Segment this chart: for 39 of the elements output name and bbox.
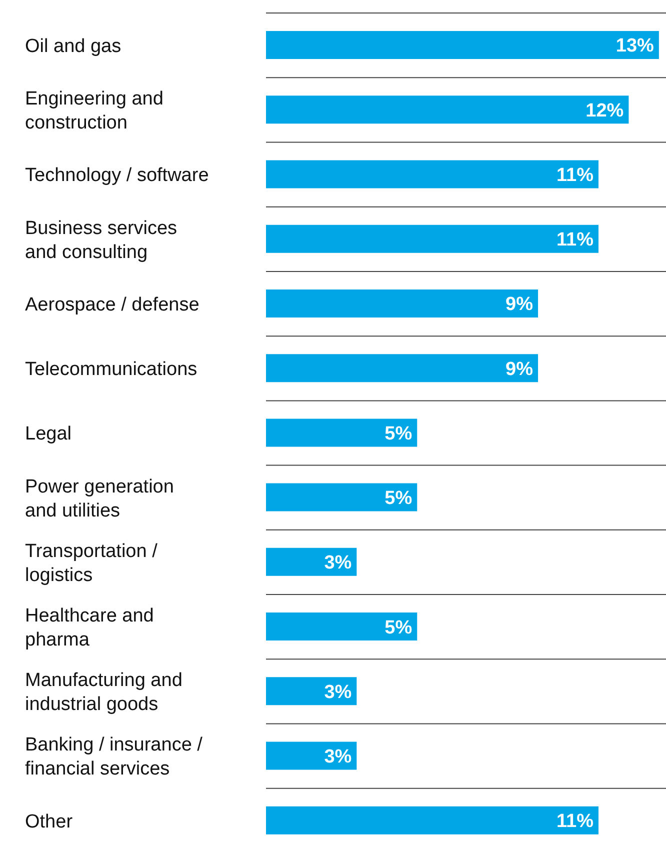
bar: [266, 742, 357, 770]
bar: [266, 483, 418, 512]
y-tick-label: Legal: [25, 424, 72, 445]
y-tick-label: Engineering and construction: [25, 88, 164, 134]
data-label: 5%: [384, 423, 412, 444]
y-tick-label: Power generation and utilities: [25, 476, 174, 522]
y-tick-label: Transportation / logistics: [25, 540, 158, 586]
bar: [266, 548, 357, 576]
data-label: 9%: [506, 294, 534, 316]
data-label: 9%: [506, 358, 534, 380]
bar: [266, 612, 418, 641]
bar: [266, 418, 418, 447]
bar: [266, 354, 538, 382]
data-label: 11%: [556, 811, 594, 832]
data-label: 5%: [384, 488, 412, 510]
y-tick-label: Banking / insurance / financial services: [25, 734, 204, 780]
bar: [266, 289, 538, 318]
y-tick-label: Healthcare and pharma: [25, 605, 154, 650]
bar: [266, 160, 598, 188]
bar: [266, 677, 357, 706]
y-tick-label: Business services and consulting: [25, 218, 178, 263]
bar: [266, 96, 629, 124]
y-tick-label: Telecommunications: [25, 359, 198, 380]
data-label: 3%: [324, 682, 352, 703]
y-tick-label: Other: [25, 811, 74, 832]
data-label: 12%: [586, 100, 624, 122]
bar: [266, 224, 598, 253]
data-label: 3%: [324, 746, 352, 768]
y-tick-label: Technology / software: [25, 165, 209, 186]
data-label: 13%: [616, 36, 654, 57]
bar: [266, 806, 598, 834]
data-label: 11%: [556, 164, 594, 186]
y-tick-label: Manufacturing and industrial goods: [25, 670, 182, 716]
data-label: 3%: [324, 552, 352, 574]
data-label: 5%: [384, 617, 412, 638]
y-tick-label: Oil and gas: [25, 36, 122, 57]
data-label: 11%: [556, 230, 594, 251]
y-tick-label: Aerospace / defense: [25, 294, 200, 316]
bar: [266, 31, 659, 59]
